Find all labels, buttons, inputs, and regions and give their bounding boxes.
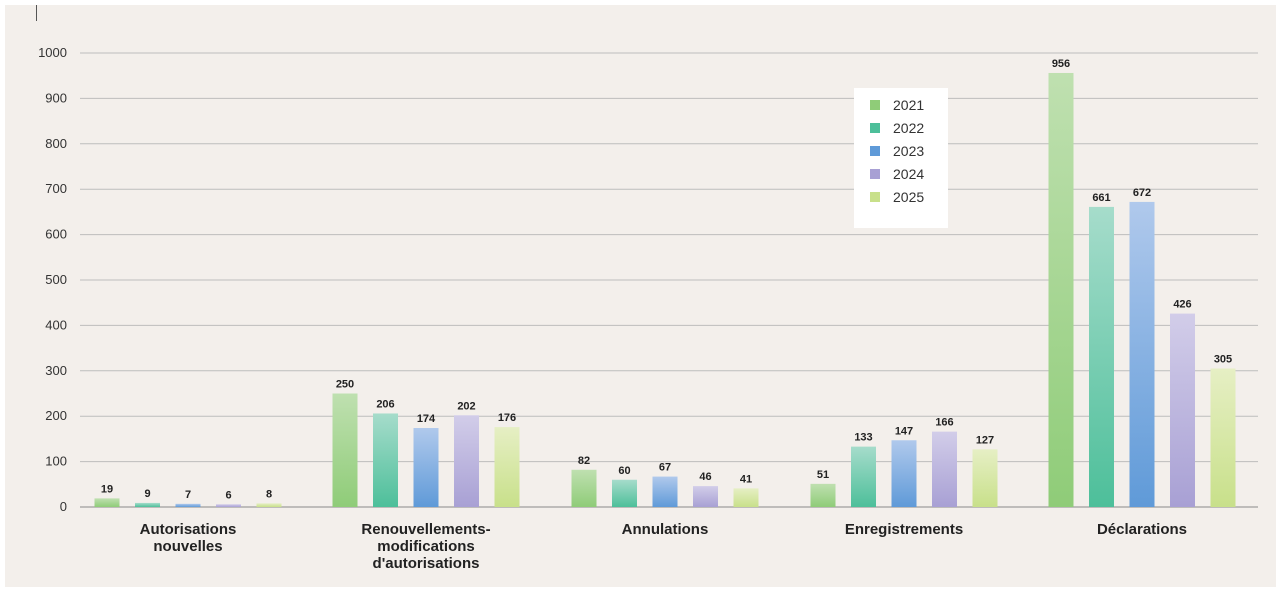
bar-2025 bbox=[1210, 368, 1236, 507]
category-label: Annulations bbox=[622, 521, 709, 538]
bar-2025 bbox=[256, 503, 282, 507]
legend-swatch-2022 bbox=[870, 123, 880, 133]
data-label: 8 bbox=[266, 488, 272, 500]
data-label: 6 bbox=[225, 489, 231, 501]
data-label: 127 bbox=[976, 434, 994, 446]
bar-2021 bbox=[810, 483, 836, 507]
bar-2024 bbox=[216, 504, 241, 507]
data-label: 67 bbox=[659, 462, 671, 474]
y-tick-label: 1000 bbox=[38, 45, 67, 60]
y-tick-label: 200 bbox=[45, 408, 67, 423]
legend-label-2025: 2025 bbox=[893, 189, 925, 205]
data-label: 305 bbox=[1214, 354, 1232, 366]
bar-2021 bbox=[571, 469, 597, 507]
data-label: 51 bbox=[817, 469, 829, 481]
bars bbox=[94, 72, 1236, 508]
data-label: 176 bbox=[498, 412, 516, 424]
data-label: 82 bbox=[578, 455, 590, 467]
data-label: 60 bbox=[618, 465, 630, 477]
category-label: Autorisations nouvelles bbox=[140, 521, 237, 555]
category-label: Déclarations bbox=[1097, 521, 1187, 538]
bar-2021 bbox=[332, 393, 358, 507]
data-label: 250 bbox=[336, 379, 354, 391]
bar-2022 bbox=[612, 479, 637, 507]
data-label: 9 bbox=[144, 488, 150, 500]
grid-lines bbox=[80, 52, 1258, 508]
legend-label-2021: 2021 bbox=[893, 97, 925, 113]
legend-swatch-2024 bbox=[870, 169, 880, 179]
x-axis-categories: Autorisations nouvelles Renouvellements-mo… bbox=[140, 521, 1187, 572]
y-tick-label: 800 bbox=[45, 136, 67, 151]
legend-label-2022: 2022 bbox=[893, 120, 925, 136]
data-label: 174 bbox=[417, 413, 436, 425]
legend-swatch-2021 bbox=[870, 100, 880, 110]
data-label: 672 bbox=[1133, 187, 1151, 199]
data-label: 206 bbox=[376, 398, 394, 410]
bar-2022 bbox=[851, 446, 876, 507]
y-tick-label: 700 bbox=[45, 181, 67, 196]
corner-tick-mark bbox=[36, 5, 37, 21]
legend-item-2025: 2025 bbox=[870, 188, 924, 206]
data-label: 133 bbox=[854, 432, 872, 444]
bar-2023 bbox=[175, 503, 201, 507]
legend-swatch-2023 bbox=[870, 146, 880, 156]
data-label: 426 bbox=[1173, 299, 1191, 311]
bar-2025 bbox=[733, 488, 759, 507]
legend-label-2024: 2024 bbox=[893, 166, 925, 182]
data-label: 46 bbox=[699, 471, 711, 483]
bar-2023 bbox=[413, 428, 439, 507]
data-label: 956 bbox=[1052, 58, 1070, 70]
bar-2024 bbox=[1170, 313, 1195, 507]
data-label: 202 bbox=[457, 400, 475, 412]
y-tick-label: 100 bbox=[45, 454, 67, 469]
bar-2021 bbox=[1048, 72, 1074, 507]
y-tick-label: 400 bbox=[45, 317, 67, 332]
legend: 2021 2022 2023 2024 2025 bbox=[854, 88, 948, 228]
data-label: 166 bbox=[935, 417, 953, 429]
category-label: Enregistrements bbox=[845, 521, 963, 538]
legend-swatch-2025 bbox=[870, 192, 880, 202]
data-label: 147 bbox=[895, 425, 913, 437]
legend-item-2022: 2022 bbox=[870, 119, 924, 137]
data-label: 41 bbox=[740, 473, 752, 485]
bar-2021 bbox=[94, 498, 120, 507]
bar-2022 bbox=[135, 502, 160, 507]
bar-2023 bbox=[891, 440, 917, 507]
y-tick-label: 600 bbox=[45, 227, 67, 242]
y-tick-label: 500 bbox=[45, 272, 67, 287]
bar-2022 bbox=[373, 413, 398, 507]
chart-panel: 0 100 200 300 400 500 600 700 800 900 1000 19 9 7 6 8 2… bbox=[5, 5, 1276, 587]
data-label: 661 bbox=[1092, 192, 1110, 204]
y-tick-label: 300 bbox=[45, 363, 67, 378]
data-label: 7 bbox=[185, 489, 191, 501]
data-labels: 19 9 7 6 8 250 206 174 202 176 82 60 67 46 41 51 133 147 1… bbox=[101, 58, 1232, 501]
category-label: Renouvellements-modifications d'autorisat… bbox=[361, 521, 490, 572]
bar-2024 bbox=[454, 415, 479, 507]
legend-item-2023: 2023 bbox=[870, 142, 924, 160]
bar-2023 bbox=[1129, 201, 1155, 508]
bar-2025 bbox=[494, 427, 520, 507]
legend-item-2021: 2021 bbox=[870, 96, 924, 114]
bar-2024 bbox=[932, 431, 957, 507]
y-tick-label: 0 bbox=[60, 499, 67, 514]
bar-2023 bbox=[652, 476, 678, 507]
legend-label-2023: 2023 bbox=[893, 143, 925, 159]
y-axis-ticks: 0 100 200 300 400 500 600 700 800 900 1000 bbox=[38, 45, 67, 514]
bar-2022 bbox=[1089, 206, 1114, 507]
bar-2025 bbox=[972, 449, 998, 507]
bar-2024 bbox=[693, 486, 718, 507]
y-tick-label: 900 bbox=[45, 90, 67, 105]
legend-item-2024: 2024 bbox=[870, 165, 924, 183]
data-label: 19 bbox=[101, 483, 113, 495]
